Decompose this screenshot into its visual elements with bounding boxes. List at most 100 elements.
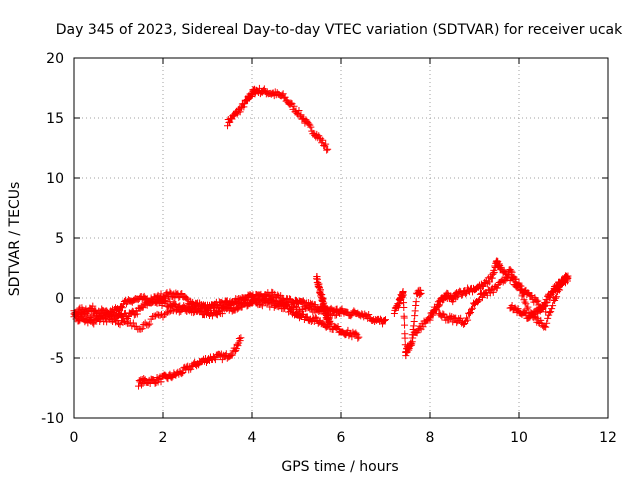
points-layer	[70, 84, 572, 390]
data-point	[270, 303, 278, 311]
data-point	[247, 298, 255, 306]
x-tick-label: 0	[70, 430, 79, 446]
data-point	[183, 294, 191, 302]
data-point	[401, 334, 409, 342]
data-point	[322, 140, 330, 148]
y-axis-label: SDTVAR / TECUs	[7, 182, 23, 297]
data-point	[233, 340, 241, 348]
x-tick-label: 4	[248, 430, 257, 446]
data-point	[89, 302, 97, 310]
x-tick-label: 12	[599, 430, 617, 446]
data-point	[278, 299, 286, 307]
data-point	[290, 304, 298, 312]
data-point	[537, 316, 545, 324]
data-point	[306, 304, 314, 312]
data-point	[112, 318, 120, 326]
data-point	[342, 330, 350, 338]
data-point	[208, 312, 216, 320]
data-point	[281, 304, 289, 312]
data-point	[454, 293, 462, 301]
data-point	[507, 267, 515, 275]
data-point	[489, 288, 497, 296]
data-point	[331, 311, 339, 319]
data-point	[177, 308, 185, 316]
data-point	[165, 308, 173, 316]
chart-title: Day 345 of 2023, Sidereal Day-to-day VTE…	[56, 22, 623, 38]
data-point	[162, 297, 170, 305]
series-arc-late-c	[506, 272, 572, 322]
data-point	[521, 298, 529, 306]
data-point	[166, 298, 174, 306]
data-point	[514, 305, 522, 313]
data-point	[195, 306, 203, 314]
data-point	[534, 297, 542, 305]
data-point	[521, 309, 529, 317]
data-point	[232, 345, 240, 353]
data-point	[224, 122, 232, 130]
data-point	[251, 296, 259, 304]
data-point	[211, 356, 219, 364]
data-point	[548, 305, 556, 313]
data-point	[564, 272, 572, 280]
data-point	[400, 314, 408, 322]
data-point	[285, 302, 293, 310]
data-point	[240, 103, 248, 111]
data-point	[237, 334, 245, 342]
data-point	[276, 301, 284, 309]
data-point	[382, 316, 389, 324]
data-point	[519, 290, 527, 298]
data-point	[307, 123, 315, 131]
data-point	[365, 310, 373, 318]
data-point	[464, 316, 472, 324]
x-tick-label: 10	[510, 430, 528, 446]
data-point	[462, 290, 470, 298]
ticks-layer: 0 2 4 6 8 10 12 -10 -5 0 5 10 15 20	[41, 51, 617, 446]
y-tick-label: 5	[55, 231, 64, 247]
data-point	[163, 289, 171, 297]
data-point	[469, 304, 477, 312]
series-arc-mid	[390, 286, 425, 360]
data-point	[284, 300, 292, 308]
data-point	[85, 315, 93, 323]
data-point	[178, 290, 186, 298]
data-point	[522, 309, 530, 317]
data-point	[122, 318, 130, 326]
data-point	[228, 351, 236, 359]
data-point	[204, 302, 211, 310]
data-point	[419, 323, 427, 331]
data-point	[135, 382, 143, 390]
data-point	[147, 294, 155, 302]
data-point	[517, 285, 525, 293]
data-point	[241, 100, 249, 108]
data-point	[286, 295, 294, 303]
data-point	[553, 293, 561, 301]
data-point	[497, 263, 505, 271]
data-point	[184, 296, 192, 304]
data-point	[75, 317, 83, 325]
data-point	[156, 311, 164, 319]
data-point	[324, 145, 332, 153]
data-point	[475, 295, 483, 303]
data-point	[304, 304, 312, 312]
data-point	[168, 374, 176, 382]
y-tick-label: 20	[46, 51, 64, 67]
data-point	[381, 316, 389, 324]
series-arc-high	[224, 84, 332, 154]
data-point	[274, 291, 282, 299]
data-point	[546, 309, 554, 317]
data-point	[534, 315, 542, 323]
data-point	[313, 306, 321, 314]
data-point	[412, 298, 420, 306]
data-point	[542, 323, 550, 331]
data-point	[133, 310, 141, 318]
data-point	[236, 108, 244, 116]
data-point	[92, 312, 100, 320]
data-point	[468, 305, 476, 313]
data-point	[466, 310, 474, 318]
data-point	[257, 300, 265, 308]
data-point	[549, 302, 557, 310]
series-arc-main-c	[70, 294, 345, 333]
data-point	[508, 268, 516, 276]
data-point	[467, 309, 475, 317]
x-tick-label: 2	[159, 430, 168, 446]
